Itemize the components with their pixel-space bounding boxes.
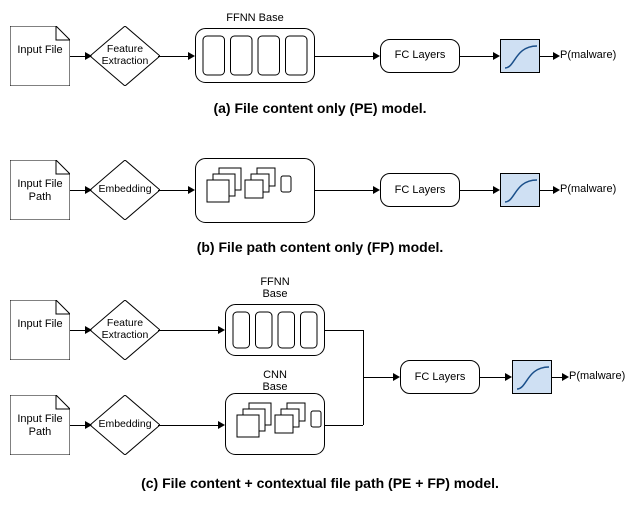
fc-layers-box: FC Layers [380,173,460,207]
block-label: CNNBase [225,369,325,393]
file-shape: Input FilePath [10,395,70,455]
sigmoid-box [500,39,540,73]
output-label: P(malware) [569,370,625,382]
output-label: P(malware) [560,49,616,61]
sigmoid-box [500,173,540,207]
diamond: Embedding [90,395,160,455]
caption: (a) File content only (PE) model. [0,100,640,116]
file-label: Input File [10,44,70,57]
fc-layers-box: FC Layers [380,39,460,73]
caption: (b) File path content only (FP) model. [0,239,640,255]
ffnn-base [195,28,315,83]
caption: (c) File content + contextual file path … [0,475,640,491]
file-shape: Input File [10,26,70,86]
diamond: FeatureExtraction [90,26,160,86]
sigmoid-box [512,360,552,394]
file-shape: Input File [10,300,70,360]
diamond-label: FeatureExtraction [102,318,149,341]
file-label: Input FilePath [10,413,70,438]
diamond: FeatureExtraction [90,300,160,360]
diamond: Embedding [90,160,160,220]
diamond-label: Embedding [98,419,151,431]
cnn-base [195,158,315,223]
file-label: Input File [10,318,70,331]
fc-layers-box: FC Layers [400,360,480,394]
output-label: P(malware) [560,183,616,195]
file-shape: Input FilePath [10,160,70,220]
diamond-label: FeatureExtraction [102,44,149,67]
block-label: FFNNBase [225,276,325,300]
diamond-label: Embedding [98,184,151,196]
ffnn-base [225,304,325,356]
block-label: FFNN Base [195,12,315,24]
file-label: Input FilePath [10,178,70,203]
cnn-base [225,393,325,455]
